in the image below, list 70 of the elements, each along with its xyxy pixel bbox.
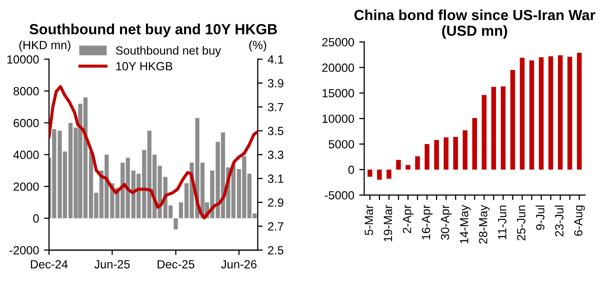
bar (576, 52, 582, 170)
bar (472, 118, 477, 170)
bar (368, 170, 372, 177)
x-tick-label: Dec-25 (158, 260, 194, 268)
y-tick-label: 10000 (322, 114, 354, 123)
x-tick-label: Dec-24 (30, 260, 68, 268)
y-tick-label: 20000 (322, 64, 354, 72)
x-tick-label: Jun-25 (94, 260, 130, 268)
y-tick-label: 6000 (14, 118, 39, 128)
x-tick-label: 2-Apr (402, 205, 414, 234)
y-tick-label: 8000 (14, 87, 39, 96)
bar (538, 57, 544, 170)
bar (174, 218, 178, 230)
x-tick-label: 6-Aug (574, 206, 585, 236)
y-tick-label: 25000 (322, 38, 354, 46)
x-tick-label: Jun-26 (221, 260, 257, 268)
bar (396, 160, 401, 170)
bar (386, 170, 392, 179)
legend-label: 10Y HKGB (116, 62, 172, 70)
bar (462, 130, 468, 170)
legend-label: Southbound net buy (116, 46, 222, 58)
bar (510, 70, 516, 170)
line-series (49, 85, 258, 220)
bar (558, 55, 563, 170)
chart-title: China bond flow since US-Iran War (USD mn) (354, 9, 596, 39)
y-tick-label: 15000 (322, 89, 354, 98)
y-tick-label: 4000 (13, 150, 39, 160)
x-tick-label: 25-Jun (517, 206, 526, 240)
bar (424, 144, 430, 170)
y2-tick-label: 2.7 (268, 222, 284, 230)
y2-tick-label: 3.1 (268, 174, 284, 183)
x-tick-label: 5-Mar (364, 205, 374, 236)
bar (482, 95, 487, 170)
y2-tick-label: 3.5 (268, 126, 284, 136)
x-tick-label: 19-Mar (384, 205, 392, 242)
bar (453, 136, 458, 170)
bar (444, 137, 448, 170)
y2-tick-label: 3.7 (268, 102, 284, 112)
y-tick-label: -2000 (10, 246, 39, 254)
y-tick-label: 0 (348, 166, 354, 174)
x-tick-label: 9-Jul (536, 206, 544, 230)
bar (491, 86, 496, 170)
y-tick-label: 0 (33, 214, 39, 223)
bar (520, 58, 525, 170)
bar (415, 156, 420, 170)
y2-tick-label: 4.1 (268, 55, 284, 64)
bar (567, 56, 572, 170)
x-tick-label: 14-May (460, 204, 471, 244)
y2-tick-label: 3.3 (268, 150, 284, 160)
bar (434, 140, 439, 170)
y-tick-label: 2000 (14, 182, 39, 191)
x-tick-label: 11-Jun (498, 206, 506, 240)
y-axis-title: (HKD mn) (19, 40, 70, 52)
y-tick-label: 5000 (328, 140, 354, 148)
bar (406, 164, 410, 170)
bar (377, 170, 382, 180)
x-tick-label: 28-May (478, 204, 490, 244)
y2-tick-label: 2.5 (268, 246, 284, 254)
x-tick-label: 30-Apr (440, 205, 452, 240)
bar (500, 86, 506, 170)
y-tick-label: -5000 (324, 191, 354, 200)
chart-title: Southbound net buy and 10Y HKGB (30, 24, 277, 38)
bar (529, 60, 534, 170)
x-tick-label: 23-Jul (554, 206, 564, 236)
y2-tick-label: 2.9 (268, 198, 284, 207)
y2-axis-title: (%) (249, 40, 266, 52)
x-tick-label: 16-Apr (422, 205, 433, 240)
y2-tick-label: 3.9 (268, 79, 284, 88)
y-tick-label: 10000 (7, 55, 39, 64)
bar (548, 56, 554, 170)
